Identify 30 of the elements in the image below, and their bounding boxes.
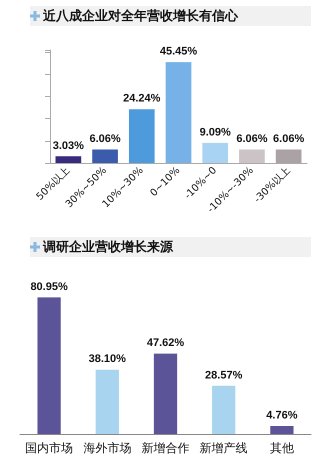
x-tick-label: 新增产线: [200, 441, 248, 455]
bar: [37, 297, 61, 434]
bar: [166, 62, 192, 163]
bar: [270, 426, 294, 434]
bar: [154, 354, 178, 434]
data-label: 3.03%: [52, 140, 84, 152]
bar: [128, 109, 155, 163]
bar: [239, 150, 265, 163]
bar: [96, 370, 119, 434]
bar: [92, 150, 118, 163]
data-label: 9.09%: [200, 126, 232, 138]
x-tick-label: 国内市场: [25, 441, 74, 455]
data-label: 4.76%: [266, 409, 298, 422]
data-label: 6.06%: [273, 133, 304, 146]
data-label: 6.06%: [236, 133, 268, 146]
chart-title: 近八成企业对全年营收增长有信心: [43, 8, 238, 25]
data-label: 80.95%: [30, 280, 68, 293]
data-label: 47.62%: [146, 337, 184, 350]
bar: [212, 386, 236, 434]
data-label: 38.10%: [88, 353, 126, 366]
x-tick-label: 其他: [270, 441, 294, 455]
bar: [202, 142, 228, 163]
x-tick-label: 海外市场: [83, 441, 132, 455]
bar: [56, 156, 82, 163]
chart-title: 调研企业营收增长来源: [43, 239, 173, 256]
data-label: 24.24%: [123, 92, 161, 105]
data-label: 28.57%: [205, 369, 243, 382]
data-label: 6.06%: [89, 133, 121, 146]
data-label: 45.45%: [160, 46, 198, 58]
x-tick-label: 新增合作: [142, 441, 190, 455]
